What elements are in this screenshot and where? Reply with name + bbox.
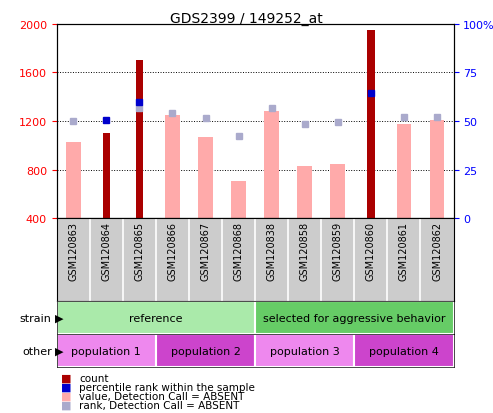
Text: GSM120861: GSM120861: [399, 221, 409, 280]
Text: other: other: [22, 346, 52, 356]
Bar: [66, 142, 81, 219]
Text: GSM120864: GSM120864: [101, 221, 111, 280]
Text: ■: ■: [61, 391, 72, 401]
Text: value, Detection Call = ABSENT: value, Detection Call = ABSENT: [79, 391, 244, 401]
Bar: [165, 116, 180, 219]
Bar: [231, 181, 246, 219]
Text: GSM120865: GSM120865: [135, 221, 144, 280]
Bar: [136, 61, 143, 219]
Text: GSM120859: GSM120859: [333, 221, 343, 280]
Bar: [429, 121, 445, 219]
Text: population 2: population 2: [171, 346, 241, 356]
Bar: [57, 301, 255, 335]
Text: GSM120858: GSM120858: [300, 221, 310, 280]
Text: ■: ■: [61, 400, 72, 410]
Text: rank, Detection Call = ABSENT: rank, Detection Call = ABSENT: [79, 400, 239, 410]
Bar: [57, 335, 156, 368]
Text: ■: ■: [61, 382, 72, 392]
Text: GSM120866: GSM120866: [168, 221, 177, 280]
Text: population 3: population 3: [270, 346, 340, 356]
Text: GSM120863: GSM120863: [68, 221, 78, 280]
Bar: [255, 301, 454, 335]
Bar: [255, 335, 354, 368]
Text: selected for aggressive behavior: selected for aggressive behavior: [263, 313, 446, 323]
Bar: [264, 112, 279, 219]
Text: GSM120867: GSM120867: [201, 221, 211, 280]
Bar: [297, 167, 312, 219]
Text: reference: reference: [129, 313, 183, 323]
Text: population 1: population 1: [71, 346, 141, 356]
Bar: [330, 164, 345, 219]
Text: ■: ■: [61, 373, 72, 383]
Bar: [156, 335, 255, 368]
Bar: [103, 134, 110, 219]
Text: GSM120860: GSM120860: [366, 221, 376, 280]
Text: GSM120862: GSM120862: [432, 221, 442, 280]
Bar: [198, 138, 213, 219]
Text: count: count: [79, 373, 108, 383]
Text: GSM120838: GSM120838: [267, 221, 277, 280]
Bar: [354, 335, 454, 368]
Text: GSM120868: GSM120868: [234, 221, 244, 280]
Bar: [396, 124, 411, 219]
Bar: [367, 31, 375, 219]
Text: population 4: population 4: [369, 346, 439, 356]
Text: ▶: ▶: [55, 346, 64, 356]
Text: ▶: ▶: [55, 313, 64, 323]
Text: GDS2399 / 149252_at: GDS2399 / 149252_at: [170, 12, 323, 26]
Text: percentile rank within the sample: percentile rank within the sample: [79, 382, 255, 392]
Text: strain: strain: [20, 313, 52, 323]
